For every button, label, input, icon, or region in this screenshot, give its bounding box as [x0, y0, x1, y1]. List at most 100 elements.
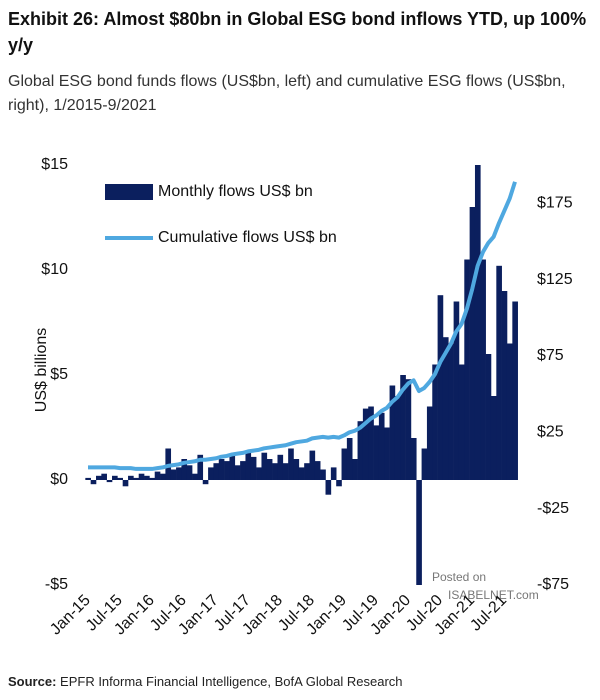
source-text: EPFR Informa Financial Intelligence, Bof… — [60, 674, 403, 689]
y-tick-label: $15 — [41, 156, 68, 173]
bar — [309, 450, 316, 480]
bar — [464, 259, 470, 480]
bar — [293, 459, 300, 480]
y-axis-label: US$ billions — [33, 328, 50, 412]
bar — [213, 463, 220, 480]
bar — [261, 452, 268, 480]
bar — [426, 406, 433, 480]
bar — [229, 454, 236, 480]
bar — [298, 467, 305, 480]
bar — [181, 459, 188, 480]
bar — [96, 475, 102, 480]
y2-tick-label: $125 — [537, 271, 573, 288]
bar — [192, 473, 198, 480]
bar — [389, 385, 396, 480]
bar — [394, 396, 401, 480]
legend-label: Monthly flows US$ bn — [158, 183, 313, 200]
bar — [325, 480, 332, 495]
bar — [106, 480, 113, 483]
bar — [208, 467, 214, 480]
bar — [122, 480, 129, 487]
bar — [234, 465, 241, 480]
bar — [336, 480, 342, 487]
bar — [186, 465, 193, 480]
legend-swatch — [105, 184, 153, 200]
bar — [341, 448, 348, 480]
y-tick-label: $0 — [50, 471, 68, 488]
bar — [117, 477, 123, 480]
bar — [240, 461, 246, 480]
bar — [448, 343, 454, 480]
bar — [458, 364, 465, 480]
y2-tick-label: $175 — [537, 194, 573, 211]
bar — [245, 450, 252, 480]
legend-label: Cumulative flows US$ bn — [158, 229, 337, 246]
bar — [154, 471, 161, 480]
bar — [224, 461, 230, 480]
source: Source: EPFR Informa Financial Intellige… — [8, 674, 403, 689]
bar — [421, 448, 428, 480]
bar — [330, 467, 337, 480]
bar — [442, 337, 449, 480]
bar — [490, 396, 497, 480]
bar — [266, 459, 273, 480]
watermark: ISABELNET.com — [448, 588, 539, 602]
bar — [282, 463, 289, 480]
bar — [474, 165, 481, 480]
x-tick-label: Jan-15 — [47, 592, 94, 639]
y2-tick-label: $75 — [537, 347, 564, 364]
y-tick-label: $10 — [41, 261, 68, 278]
bar — [410, 438, 417, 480]
bar — [384, 427, 390, 480]
bar — [400, 375, 406, 480]
y2-tick-label: -$25 — [537, 500, 569, 517]
chart-subtitle: Global ESG bond funds flows (US$bn, left… — [8, 73, 566, 114]
bar — [512, 301, 518, 480]
source-label: Source: — [8, 674, 57, 689]
bar — [304, 463, 310, 480]
bar — [496, 265, 502, 480]
bar — [346, 438, 353, 480]
bar — [133, 477, 140, 480]
bar — [160, 473, 166, 480]
bar — [352, 459, 358, 480]
bar — [170, 469, 177, 480]
bar — [506, 343, 513, 480]
bar — [202, 480, 209, 485]
bar — [501, 291, 508, 480]
bar — [144, 475, 150, 480]
chart: US$ billions Posted on ISABELNET.com -$5… — [33, 156, 573, 639]
bar — [176, 467, 182, 480]
bar — [485, 354, 492, 480]
bar — [469, 207, 476, 480]
bar — [416, 480, 422, 585]
bar — [480, 259, 486, 480]
y-tick-label: $5 — [50, 366, 68, 383]
bar — [453, 301, 460, 480]
bar — [432, 364, 438, 480]
bar — [256, 467, 262, 480]
bar — [277, 454, 284, 480]
bar — [101, 473, 107, 480]
bar — [378, 412, 385, 480]
chart-title: Exhibit 26: Almost $80bn in Global ESG b… — [8, 9, 587, 55]
bar — [405, 379, 412, 480]
watermark: Posted on — [432, 570, 486, 584]
bar — [112, 475, 118, 480]
bar — [373, 425, 380, 480]
bar — [128, 475, 134, 480]
bar — [314, 461, 321, 480]
y-tick-label: -$5 — [45, 576, 68, 593]
bar — [368, 406, 374, 480]
y2-tick-label: $25 — [537, 423, 564, 440]
bar — [272, 463, 278, 480]
line — [88, 181, 517, 471]
bar — [288, 448, 294, 480]
bar — [320, 469, 326, 480]
bar — [250, 456, 257, 480]
y2-tick-label: -$75 — [537, 576, 569, 593]
bar — [90, 480, 97, 485]
bar — [218, 459, 225, 480]
bar — [362, 408, 369, 480]
